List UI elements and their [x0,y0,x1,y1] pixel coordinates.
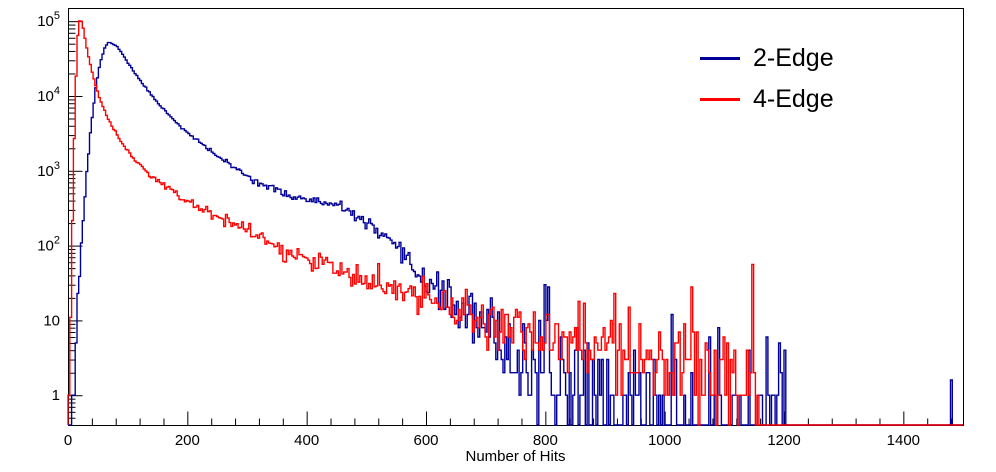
legend-swatch-2edge-line [700,56,740,60]
svg-text:1400: 1400 [887,432,920,449]
legend-item-2edge: 2-Edge [700,44,834,72]
svg-text:102: 102 [37,235,60,255]
svg-text:600: 600 [413,432,438,449]
svg-text:800: 800 [533,432,558,449]
svg-text:1000: 1000 [648,432,681,449]
svg-text:200: 200 [175,432,200,449]
svg-text:400: 400 [294,432,319,449]
legend: 2-Edge 4-Edge [700,44,834,113]
svg-text:104: 104 [37,85,60,105]
svg-text:1200: 1200 [767,432,800,449]
svg-text:105: 105 [37,10,60,30]
x-axis-title: Number of Hits [465,448,566,465]
svg-text:10: 10 [43,312,60,329]
svg-text:1: 1 [52,387,60,404]
legend-label-4edge: 4-Edge [753,85,834,113]
legend-label-2edge: 2-Edge [753,44,834,72]
svg-text:103: 103 [37,160,60,180]
legend-swatch-4edge-line [700,97,740,101]
svg-text:0: 0 [64,432,72,449]
legend-item-4edge: 4-Edge [700,85,834,113]
